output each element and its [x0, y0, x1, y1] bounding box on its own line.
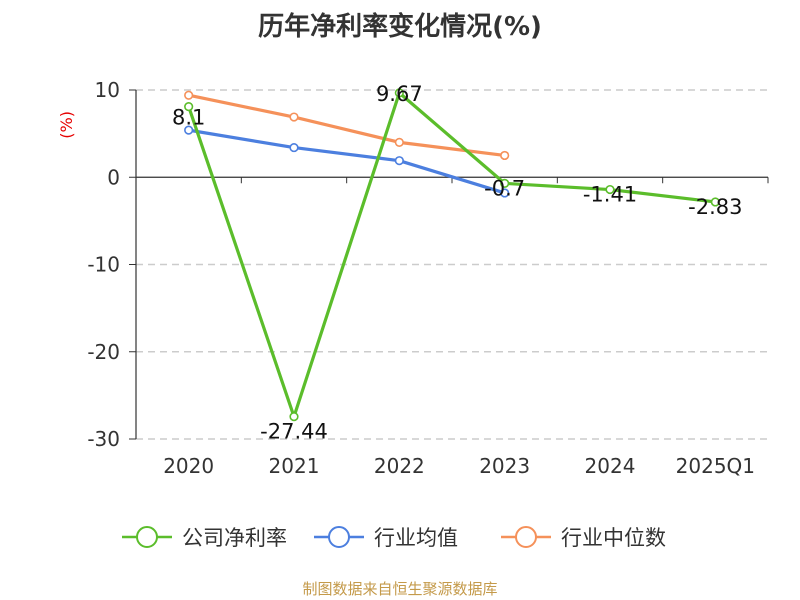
data-point-company	[289, 412, 299, 422]
data-label: 9.67	[376, 82, 423, 106]
series-line-median	[188, 93, 505, 158]
y-tick-label: -30	[87, 427, 120, 451]
data-label: 8.1	[172, 106, 205, 130]
legend-marker-avg	[328, 526, 350, 548]
data-label: -1.41	[583, 183, 637, 207]
y-tick-label: 0	[107, 165, 120, 189]
data-label: -27.44	[260, 420, 328, 444]
data-point-company	[605, 184, 615, 195]
legend-marker-company	[136, 526, 158, 548]
data-label: -0.7	[484, 176, 525, 200]
chart-title: 历年净利率变化情况(%)	[258, 12, 542, 42]
legend-label-median: 行业中位数	[561, 526, 666, 550]
legend-marker-median	[515, 526, 537, 548]
data-point-avg	[289, 142, 299, 153]
source-note: 制图数据来自恒生聚源数据库	[302, 580, 498, 598]
data-point-company	[500, 178, 510, 188]
series-line-company	[187, 91, 716, 419]
y-axis-label: (%)	[57, 111, 76, 139]
legend-label-avg: 行业均值	[374, 526, 458, 550]
x-tick-label: 2020	[163, 454, 214, 478]
x-tick-label: 2022	[374, 454, 425, 478]
x-tick-label: 2025Q1	[676, 454, 755, 478]
data-point-median	[394, 137, 404, 147]
data-point-median	[289, 112, 299, 122]
data-label: -2.83	[688, 195, 742, 219]
data-point-median	[500, 150, 510, 161]
data-point-avg	[500, 188, 510, 198]
data-point-company	[710, 197, 720, 207]
y-tick-label: -20	[87, 340, 120, 364]
data-point-company	[394, 88, 404, 98]
data-point-median	[184, 90, 194, 100]
x-tick-label: 2023	[479, 454, 530, 478]
data-point-company	[184, 101, 194, 112]
data-point-avg	[184, 125, 194, 135]
series-line-avg	[188, 128, 506, 195]
y-tick-label: -10	[87, 253, 120, 277]
legend-label-company: 公司净利率	[182, 526, 287, 550]
x-tick-label: 2024	[585, 454, 636, 478]
x-tick-label: 2021	[269, 454, 320, 478]
y-tick-label: 10	[95, 78, 120, 102]
data-point-avg	[394, 156, 404, 166]
